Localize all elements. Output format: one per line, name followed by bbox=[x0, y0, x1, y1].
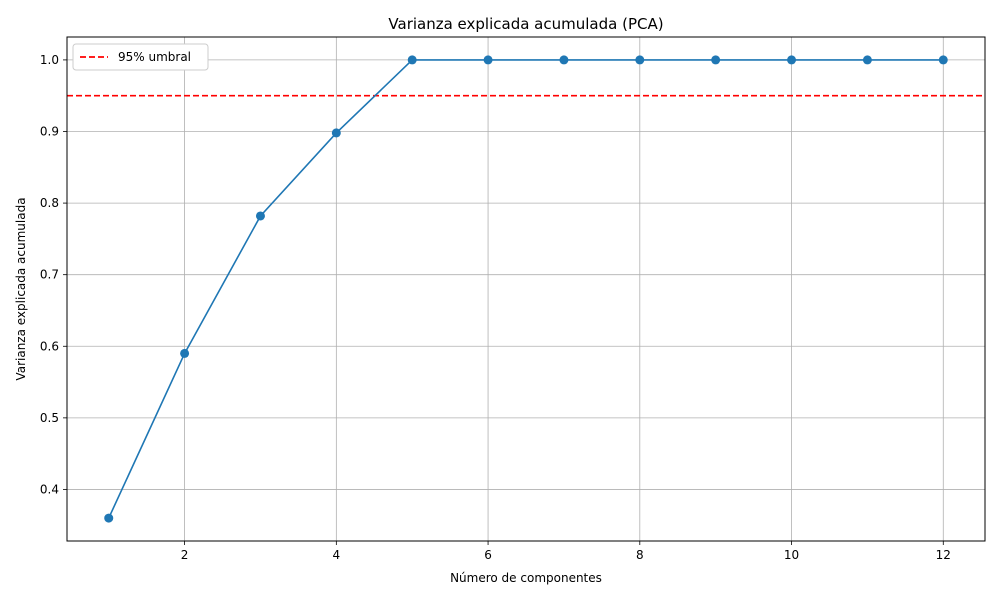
x-tick-label: 4 bbox=[333, 548, 341, 562]
y-tick-label: 0.7 bbox=[40, 268, 59, 282]
series-line bbox=[108, 59, 944, 519]
x-tick-label: 12 bbox=[936, 548, 951, 562]
data-point bbox=[104, 513, 114, 523]
x-tick-label: 2 bbox=[181, 548, 189, 562]
chart-title: Varianza explicada acumulada (PCA) bbox=[388, 15, 663, 33]
y-tick-label: 1.0 bbox=[40, 53, 59, 67]
legend-threshold-label: 95% umbral bbox=[118, 50, 191, 64]
x-tick-label: 6 bbox=[484, 548, 492, 562]
axis-ticks: 2 4 6 8 10 12 0.4 0.5 0.6 0.7 0.8 0.9 1.0 bbox=[40, 53, 951, 562]
y-axis-title: Varianza explicada acumulada bbox=[14, 197, 28, 380]
x-tick-label: 8 bbox=[636, 548, 644, 562]
data-point bbox=[862, 55, 872, 65]
y-tick-label: 0.8 bbox=[40, 196, 59, 210]
data-point bbox=[938, 55, 948, 65]
data-point bbox=[407, 55, 417, 65]
x-axis-title: Número de componentes bbox=[450, 571, 602, 585]
legend-box bbox=[72, 43, 209, 71]
y-tick-label: 0.4 bbox=[40, 482, 59, 496]
data-point bbox=[180, 348, 190, 358]
data-point bbox=[711, 55, 721, 65]
data-point bbox=[787, 55, 797, 65]
data-point bbox=[635, 55, 645, 65]
data-point bbox=[559, 55, 569, 65]
y-tick-label: 0.5 bbox=[40, 411, 59, 425]
data-point bbox=[331, 128, 341, 138]
legend: 95% umbral bbox=[72, 43, 209, 71]
plot-frame bbox=[66, 36, 986, 542]
y-tick-label: 0.6 bbox=[40, 339, 59, 353]
series-layer bbox=[104, 55, 948, 523]
data-point bbox=[255, 211, 265, 221]
y-tick-label: 0.9 bbox=[40, 125, 59, 139]
data-point bbox=[483, 55, 493, 65]
x-tick-label: 10 bbox=[784, 548, 799, 562]
